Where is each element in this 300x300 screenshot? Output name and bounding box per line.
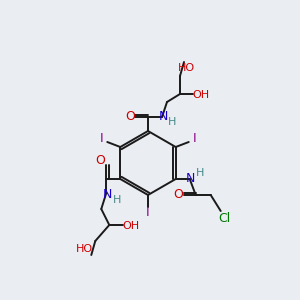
Text: OH: OH [192,90,210,100]
Text: I: I [146,206,150,220]
Text: H: H [196,168,204,178]
Text: N: N [158,110,168,122]
Text: HO: HO [177,63,195,73]
Text: I: I [193,133,196,146]
Text: O: O [125,110,135,124]
Text: N: N [186,172,195,184]
Text: O: O [95,154,105,167]
Text: O: O [173,188,183,202]
Text: Cl: Cl [219,212,231,226]
Text: OH: OH [123,221,140,231]
Text: I: I [100,133,103,146]
Text: H: H [113,195,122,205]
Text: HO: HO [76,244,93,254]
Text: H: H [168,117,176,127]
Text: N: N [103,188,112,200]
